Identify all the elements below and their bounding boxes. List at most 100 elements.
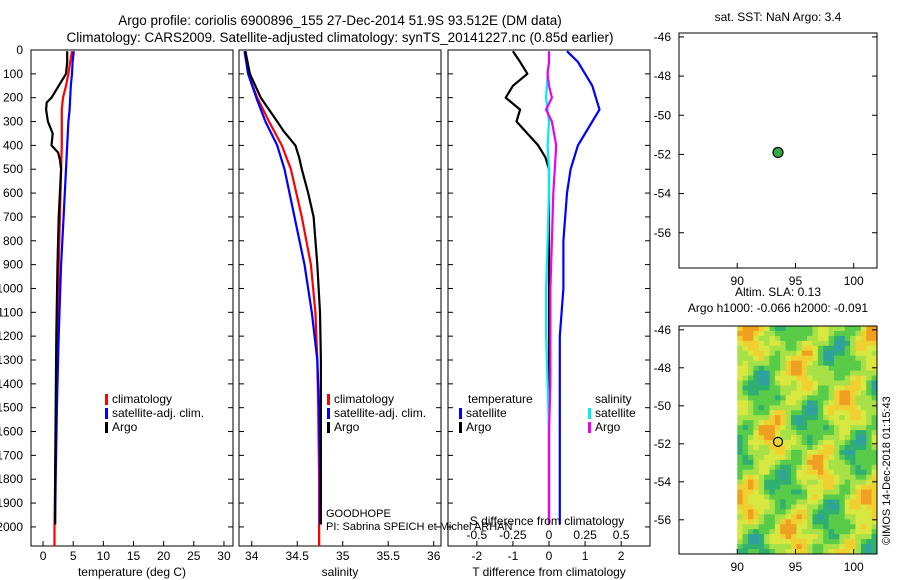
heatmap-cell (839, 449, 846, 456)
heatmap-cell (850, 390, 856, 396)
heatmap-cell (758, 405, 765, 411)
heatmap-cell (769, 410, 776, 416)
heatmap-cell (871, 340, 878, 347)
heatmap-cell (823, 395, 830, 401)
heatmap-cell (807, 489, 813, 495)
heatmap-cell (758, 449, 765, 456)
heatmap-cell (839, 549, 846, 555)
heatmap-cell (812, 405, 819, 411)
heatmap-cell (758, 509, 765, 515)
heatmap-cell (747, 395, 754, 401)
heatmap-cell (866, 375, 873, 381)
heatmap-cell (855, 425, 862, 431)
legend-label: Argo (112, 420, 138, 434)
y-tick-label: -52 (654, 147, 672, 161)
heatmap-cell (871, 514, 878, 520)
heatmap-cell (753, 474, 760, 481)
heatmap-cell (860, 430, 867, 436)
y-tick-label: -50 (654, 399, 672, 413)
heatmap-cell (742, 390, 749, 396)
heatmap-cell (790, 489, 797, 495)
heatmap-cell (769, 335, 776, 342)
heatmap-cell (747, 400, 754, 406)
heatmap-cell (747, 405, 754, 411)
heatmap-cell (801, 415, 808, 421)
heatmap-cell (796, 395, 803, 401)
heatmap-cell (796, 479, 803, 486)
heatmap-cell (785, 494, 792, 500)
heatmap-cell (796, 420, 803, 426)
heatmap-cell (790, 430, 797, 436)
heatmap-cell (855, 459, 862, 466)
heatmap-cell (737, 504, 744, 510)
heatmap-cell (860, 534, 867, 540)
heatmap-cell (774, 360, 781, 367)
x-tick-label: 2 (618, 549, 625, 563)
heatmap-cell (855, 350, 862, 357)
heatmap-cell (790, 330, 797, 337)
heatmap-cell (785, 326, 792, 332)
heatmap-cell (780, 524, 787, 530)
heatmap-cell (790, 544, 797, 550)
heatmap-cell (866, 385, 873, 391)
heatmap-cell (807, 440, 813, 446)
heatmap-cell (801, 514, 808, 520)
heatmap-cell (758, 370, 765, 376)
heatmap-cell (828, 454, 835, 461)
heatmap-cell (769, 365, 776, 372)
heatmap-cell (844, 539, 851, 545)
heatmap-cell (812, 459, 819, 466)
heatmap-cell (774, 385, 781, 391)
heatmap-cell (764, 519, 770, 525)
heatmap-cell (855, 390, 862, 396)
heatmap-cell (747, 454, 754, 461)
heatmap-cell (844, 549, 851, 555)
heatmap-cell (742, 415, 749, 421)
heatmap-cell (780, 395, 787, 401)
heatmap-cell (860, 489, 867, 495)
heatmap-cell (812, 549, 819, 555)
heatmap-cell (860, 390, 867, 396)
heatmap-cell (855, 355, 862, 362)
heatmap-cell (855, 544, 862, 550)
heatmap-cell (828, 380, 835, 386)
heatmap-cell (860, 459, 867, 466)
argo-position-marker (772, 436, 784, 447)
heatmap-cell (764, 504, 770, 510)
heatmap-cell (737, 385, 744, 391)
heatmap-cell (758, 380, 765, 386)
heatmap-cell (850, 469, 856, 476)
heatmap-cell (774, 489, 781, 495)
heatmap-cell (834, 435, 840, 441)
heatmap-cell (823, 425, 830, 431)
x-tick-label-top: -0.25 (499, 528, 527, 542)
heatmap-cell (758, 534, 765, 540)
heatmap-cell (785, 514, 792, 520)
heatmap-cell (855, 430, 862, 436)
heatmap-cell (758, 415, 765, 421)
heatmap-cell (747, 355, 754, 362)
heatmap-cell (758, 340, 765, 347)
heatmap-cell (839, 410, 846, 416)
heatmap-cell (790, 519, 797, 525)
heatmap-cell (753, 444, 760, 451)
heatmap-cell (764, 449, 770, 456)
heatmap-cell (812, 415, 819, 421)
heatmap-cell (866, 380, 873, 386)
heatmap-cell (774, 440, 781, 446)
heatmap-cell (817, 499, 824, 505)
heatmap-cell (747, 514, 754, 520)
heatmap-cell (844, 330, 851, 337)
heatmap-cell (737, 454, 744, 461)
heatmap-cell (737, 326, 744, 332)
heatmap-cell (747, 539, 754, 545)
heatmap-cell (866, 449, 873, 456)
heatmap-cell (774, 430, 781, 436)
heatmap-cell (742, 326, 749, 332)
heatmap-cell (801, 459, 808, 466)
heatmap-cell (807, 504, 813, 510)
heatmap-cell (817, 415, 824, 421)
heatmap-cell (834, 355, 840, 362)
heatmap-cell (828, 385, 835, 391)
heatmap-cell (764, 425, 770, 431)
